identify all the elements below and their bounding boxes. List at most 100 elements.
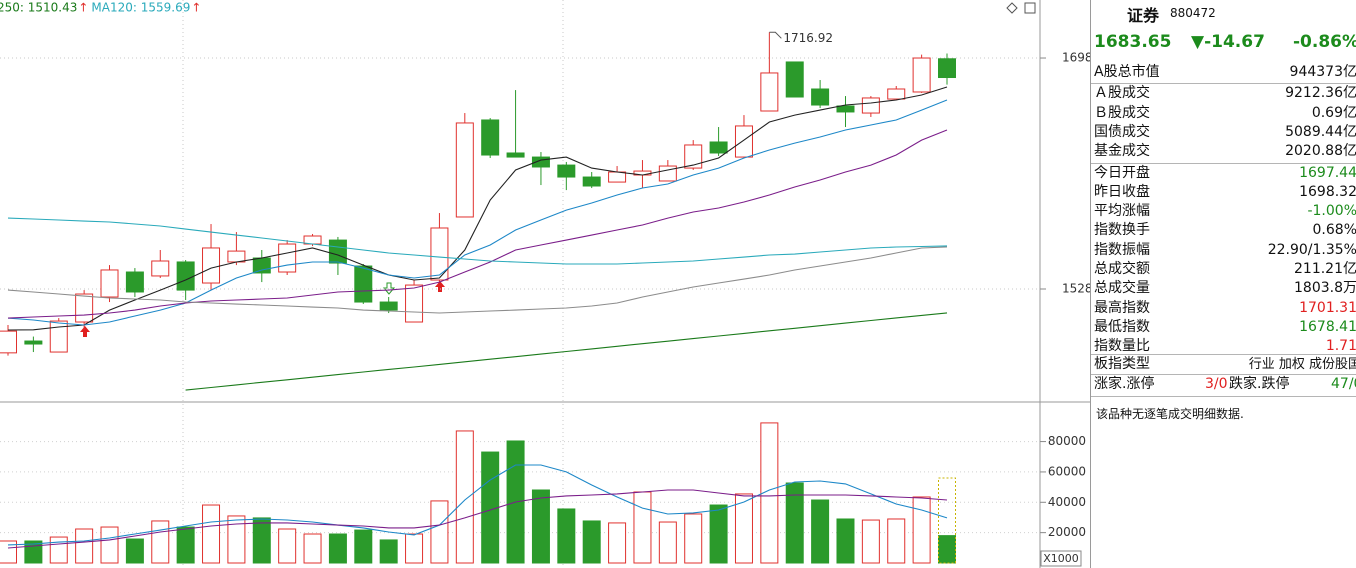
- row-label: 跌家.跌停: [1229, 376, 1290, 392]
- candle-body: [379, 301, 398, 311]
- row-label: 总成交额: [1094, 261, 1150, 277]
- quote-row: 指数量比 1.71: [1091, 337, 1356, 356]
- quote-row: 总成交量 1803.8万: [1091, 279, 1356, 298]
- candle-body: [912, 57, 931, 93]
- row-value: 211.21亿: [1294, 261, 1356, 277]
- sell-signal: [382, 282, 396, 295]
- candle-body: [278, 243, 297, 273]
- volume-bar: [303, 533, 322, 564]
- y-tick-label: 40000: [1048, 495, 1086, 509]
- candle-body: [252, 257, 271, 274]
- volume-bar: [252, 517, 271, 564]
- volume-bar: [100, 526, 119, 564]
- index-name: 证券: [1127, 6, 1160, 25]
- row-label: 昨日收盘: [1094, 183, 1150, 200]
- row-value: 1803.8万: [1294, 280, 1356, 297]
- row-label: 最低指数: [1094, 318, 1150, 335]
- row-label: 基金成交: [1094, 143, 1150, 160]
- row-label: Ａ股成交: [1094, 85, 1150, 102]
- candle-body: [734, 125, 753, 158]
- quote-row: 指数振幅 22.90/1.35%: [1091, 241, 1356, 260]
- volume-bar: [75, 528, 94, 564]
- y-tick-label: 1528: [1062, 281, 1090, 295]
- candle-body: [608, 171, 627, 183]
- candle-body: [100, 269, 119, 298]
- note: 该品种无逐笔成交明细数据.: [1096, 407, 1244, 421]
- separator: [1091, 83, 1356, 84]
- candle-body: [0, 330, 17, 354]
- annotation-leader: [769, 31, 782, 39]
- unit-label: X1000: [1043, 552, 1079, 565]
- price-change-pct: -0.86%: [1293, 32, 1356, 52]
- info-panel: 证券 880472 1683.65 ▼-14.67 -0.86% A股总市值 94…: [1090, 0, 1356, 568]
- volume-bar: [0, 540, 17, 564]
- quote-row: 指数换手 0.68%: [1091, 221, 1356, 240]
- volume-bar: [811, 499, 830, 564]
- candle-body: [582, 176, 601, 187]
- row-value: 1.71: [1325, 338, 1356, 355]
- volume-bar: [938, 535, 956, 564]
- row-label: 平均涨幅: [1094, 203, 1150, 220]
- ma-line: [7, 86, 948, 331]
- candle-body: [531, 156, 550, 168]
- row-value: 47/0: [1331, 376, 1356, 392]
- quote-row: 昨日收盘 1698.32: [1091, 183, 1356, 202]
- ma-line: [7, 246, 948, 314]
- row-value: 行业 加权 成份股国: [1248, 357, 1356, 372]
- quote-row: Ｂ股成交 0.69亿: [1091, 104, 1356, 123]
- row-value: 5089.44亿: [1285, 123, 1356, 140]
- candle-body: [227, 250, 246, 263]
- candle-body: [405, 284, 424, 323]
- row-value: 0.69亿: [1311, 104, 1356, 121]
- row-value: 1701.31: [1299, 299, 1356, 316]
- volume-bar: [531, 489, 550, 564]
- quote-row: Ａ股成交 9212.36亿: [1091, 84, 1356, 103]
- volume-bar: [887, 518, 906, 564]
- ma-line: [185, 312, 948, 391]
- annotation: 1716.92: [783, 31, 833, 45]
- candle-body: [75, 293, 94, 323]
- separator: [1091, 354, 1356, 355]
- quote-row: 最高指数 1701.31: [1091, 299, 1356, 318]
- candle-body: [354, 265, 373, 303]
- candle-body: [861, 97, 880, 114]
- candle-body: [202, 247, 221, 284]
- separator: [1091, 163, 1356, 164]
- candle-body: [49, 320, 68, 353]
- icon-square[interactable]: [1024, 2, 1036, 14]
- quote-row: 基金成交 2020.88亿: [1091, 142, 1356, 161]
- volume-bar: [608, 522, 627, 564]
- candle-body: [938, 58, 956, 79]
- separator: [1091, 374, 1356, 375]
- candle-body: [151, 260, 170, 277]
- volume-bar: [430, 500, 449, 564]
- row-value: 944373亿: [1289, 64, 1356, 80]
- icon-diamond[interactable]: [1006, 2, 1018, 14]
- volume-bar: [582, 520, 601, 564]
- candle-body: [887, 88, 906, 100]
- row-label: 总成交量: [1094, 280, 1150, 297]
- candle-body: [811, 88, 830, 106]
- row-label: Ｂ股成交: [1094, 104, 1150, 121]
- volume-bar: [836, 518, 855, 564]
- ma-line: [7, 129, 948, 319]
- board-type-row: 板指类型 行业 加权 成份股国: [1091, 355, 1356, 374]
- y-tick-label: 80000: [1048, 434, 1086, 448]
- candle-body: [557, 164, 576, 178]
- quote-row: 今日开盘 1697.44: [1091, 164, 1356, 183]
- y-tick-label: 1698: [1062, 51, 1090, 65]
- candle-body: [176, 261, 195, 291]
- row-value: 1697.44: [1299, 164, 1356, 181]
- candle-body: [125, 271, 144, 293]
- candle-body: [24, 340, 43, 345]
- y-tick-label: 20000: [1048, 525, 1086, 539]
- row-label: 指数换手: [1094, 222, 1150, 239]
- candle-body: [760, 72, 779, 112]
- volume-bar: [379, 539, 398, 564]
- volume-bar: [455, 430, 474, 564]
- volume-bar: [760, 422, 779, 564]
- quote-row: A股总市值 944373亿: [1091, 63, 1356, 82]
- y-tick-label: 60000: [1048, 464, 1086, 478]
- volume-bar: [658, 521, 677, 564]
